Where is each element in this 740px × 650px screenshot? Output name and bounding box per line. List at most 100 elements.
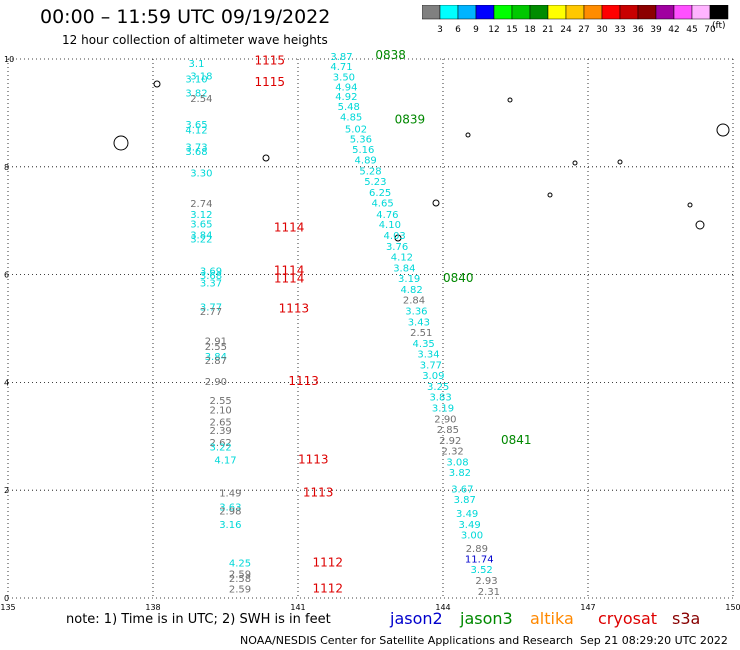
wave-height-label: 2.39	[210, 426, 232, 437]
wave-height-label: 3.67	[451, 484, 473, 495]
wave-height-label: 3.30	[190, 169, 212, 180]
wave-height-label: 3.10	[185, 75, 207, 86]
island-shape	[572, 160, 578, 166]
wave-height-label: 2.84	[403, 296, 425, 307]
wave-height-label: 2.91	[205, 337, 227, 348]
wave-height-label: 3.73	[185, 143, 207, 154]
wave-height-label: 3.43	[408, 317, 430, 328]
x-tick-label: 141	[290, 603, 305, 612]
wave-height-label: 2.62	[210, 438, 232, 449]
wave-height-label: 2.54	[190, 94, 212, 105]
colorbar-label: 21	[542, 25, 553, 35]
pass-time-label: 1114	[274, 220, 305, 234]
wave-height-label: 3.82	[185, 89, 207, 100]
credit-text: NOAA/NESDIS Center for Satellite Applica…	[240, 634, 574, 647]
wave-height-label: 3.36	[405, 306, 427, 317]
wave-height-label: 3.68	[185, 147, 207, 158]
wave-height-label: 4.12	[391, 253, 413, 264]
colorbar-label: 36	[632, 25, 644, 35]
wave-height-label: 2.10	[210, 406, 232, 417]
pass-time-label: 1113	[288, 374, 319, 388]
x-tick-label: 150	[725, 603, 740, 612]
wave-height-label: 3.76	[386, 242, 408, 253]
island-shape	[507, 97, 513, 103]
wave-height-label: 4.71	[330, 62, 352, 73]
wave-height-label: 4.89	[355, 156, 377, 167]
colorbar-label: 45	[686, 25, 697, 35]
wave-height-label: 2.55	[205, 342, 227, 353]
y-tick-label: 8	[4, 163, 9, 172]
wave-height-label: 3.08	[446, 457, 468, 468]
wave-height-label: 1.49	[219, 489, 241, 500]
wave-height-label: 3.12	[190, 210, 212, 221]
wave-height-label: 4.25	[229, 559, 251, 570]
wave-height-label: 3.19	[432, 404, 454, 415]
wave-height-label: 3.68	[200, 271, 222, 282]
wave-height-label: 2.92	[439, 436, 461, 447]
island-shape	[716, 123, 730, 137]
island-shape	[617, 159, 623, 165]
wave-height-label: 2.55	[210, 396, 232, 407]
x-tick-label: 135	[0, 603, 15, 612]
colorbar-unit: (ft)	[712, 21, 726, 31]
wave-height-label: 5.23	[364, 177, 386, 188]
wave-height-label: 3.22	[210, 442, 232, 453]
pass-time-label: 1112	[313, 556, 344, 570]
colorbar-label: 27	[578, 25, 589, 35]
x-tick-label: 144	[435, 603, 450, 612]
wave-height-label: 2.74	[190, 199, 212, 210]
colorbar-label: 42	[668, 25, 679, 35]
pass-time-label: 1113	[303, 486, 334, 500]
pass-time-label: 1115	[255, 53, 286, 67]
legend-altika: altika	[530, 609, 574, 628]
wave-height-label: 2.31	[478, 587, 500, 598]
legend-cryosat: cryosat	[598, 609, 658, 628]
wave-height-label: 3.18	[190, 71, 212, 82]
wave-height-label: 2.59	[229, 570, 251, 581]
colorbar-label: 12	[488, 25, 499, 35]
wave-height-label: 2.93	[475, 576, 497, 587]
wave-height-label: 2.77	[200, 307, 222, 318]
wave-height-label: 3.49	[458, 520, 480, 531]
wave-height-label: 4.17	[214, 455, 236, 466]
wave-height-label: 3.82	[449, 468, 471, 479]
wave-height-label: 4.65	[371, 199, 393, 210]
wave-height-label: 3.83	[429, 393, 451, 404]
wave-height-label: 5.28	[359, 166, 381, 177]
island-shape	[394, 234, 402, 242]
colorbar-label: 3	[437, 25, 443, 35]
pass-time-label: 1115	[255, 75, 286, 89]
wave-height-label: 6.25	[369, 188, 391, 199]
wave-height-label: 2.98	[219, 506, 241, 517]
wave-height-label: 4.76	[376, 210, 398, 221]
pass-time-label: 1112	[313, 582, 344, 596]
y-tick-label: 2	[4, 486, 9, 495]
island-shape	[695, 220, 705, 230]
wave-height-label: 3.87	[330, 52, 352, 63]
y-tick-label: 6	[4, 271, 9, 280]
island-shape	[687, 202, 693, 208]
wave-height-label: 3.84	[190, 230, 212, 241]
wave-height-label: 2.58	[229, 574, 251, 585]
wave-height-label: 3.52	[471, 565, 493, 576]
wave-height-label: 3.77	[200, 303, 222, 314]
island-shape	[547, 192, 553, 198]
wave-height-label: 5.48	[338, 102, 360, 113]
wave-height-label: 2.59	[229, 585, 251, 596]
colorbar-label: 33	[614, 25, 625, 35]
wave-height-label: 2.89	[466, 544, 488, 555]
colorbar-label: 70	[704, 25, 716, 35]
wave-height-label: 3.69	[200, 267, 222, 278]
wave-height-label: 3.65	[185, 120, 207, 131]
wave-height-label: 3.49	[456, 509, 478, 520]
island-shape	[113, 135, 129, 151]
wave-height-label: 4.82	[400, 285, 422, 296]
wave-height-label: 2.51	[410, 328, 432, 339]
wave-height-label: 4.85	[340, 112, 362, 123]
pass-time-label: 0840	[443, 271, 474, 285]
island-shape	[262, 154, 270, 162]
wave-height-label: 3.37	[200, 278, 222, 289]
y-tick-label: 10	[4, 55, 14, 64]
wave-height-label: 4.03	[384, 231, 406, 242]
